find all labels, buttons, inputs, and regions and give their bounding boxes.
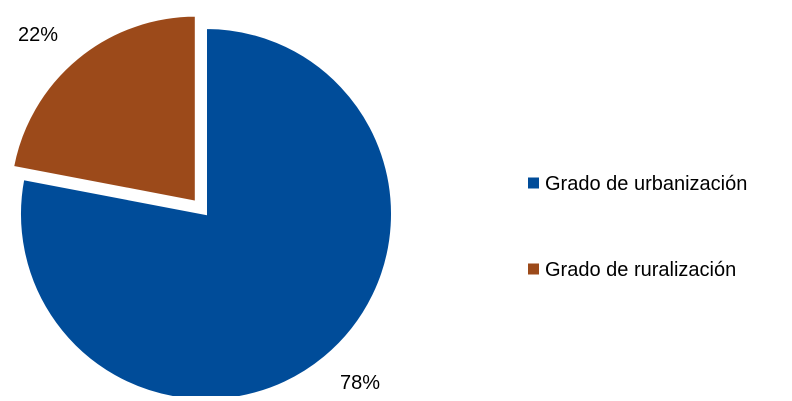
pie-slices [11, 14, 393, 401]
chart-legend: Grado de urbanización Grado de ruralizaci… [528, 173, 747, 281]
slice-value-label-urbanizacion: 78% [340, 372, 380, 394]
slice-value-label-ruralizacion: 22% [18, 24, 58, 46]
pie-slice-urbanizacion [19, 26, 393, 401]
pie-slice-ruralizacion [11, 14, 197, 203]
legend-swatch [528, 263, 539, 275]
legend-swatch [528, 177, 539, 189]
legend-entry-ruralizacion: Grado de ruralización [528, 259, 736, 281]
pie-slice-labels: 78% 22% [18, 24, 380, 394]
legend-label: Grado de urbanización [545, 173, 747, 195]
legend-entry-urbanizacion: Grado de urbanización [528, 173, 747, 195]
legend-label: Grado de ruralización [545, 259, 736, 281]
